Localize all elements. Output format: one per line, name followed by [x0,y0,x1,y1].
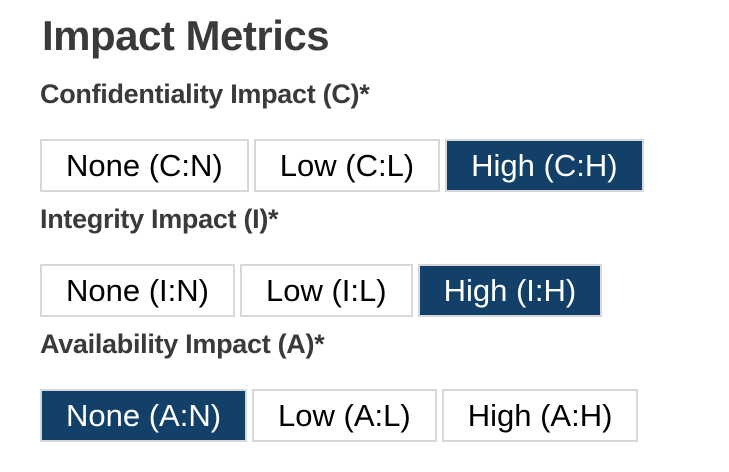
confidentiality-heading: Confidentiality Impact (C)* [40,79,370,110]
availability-heading: Availability Impact (A)* [40,329,325,360]
availability-low-button[interactable]: Low (A:L) [252,389,437,443]
integrity-high-button[interactable]: High (I:H) [417,264,603,318]
metric-group-confidentiality: Confidentiality Impact (C)* None (C:N) L… [40,79,729,193]
impact-metrics-section: Impact Metrics Confidentiality Impact (C… [40,12,729,443]
availability-high-button[interactable]: High (A:H) [441,389,639,443]
availability-button-group: None (A:N) Low (A:L) High (A:H) [40,389,729,443]
metric-group-integrity: Integrity Impact (I)* None (I:N) Low (I:… [40,204,729,318]
confidentiality-button-group: None (C:N) Low (C:L) High (C:H) [40,139,729,193]
availability-none-button[interactable]: None (A:N) [40,389,248,443]
confidentiality-none-button[interactable]: None (C:N) [40,139,249,193]
integrity-button-group: None (I:N) Low (I:L) High (I:H) [40,264,729,318]
confidentiality-high-button[interactable]: High (C:H) [445,139,644,193]
integrity-none-button[interactable]: None (I:N) [40,264,235,318]
metric-group-availability: Availability Impact (A)* None (A:N) Low … [40,329,729,443]
confidentiality-low-button[interactable]: Low (C:L) [253,139,441,193]
page-title: Impact Metrics [42,12,330,59]
integrity-low-button[interactable]: Low (I:L) [239,264,413,318]
integrity-heading: Integrity Impact (I)* [40,204,279,235]
